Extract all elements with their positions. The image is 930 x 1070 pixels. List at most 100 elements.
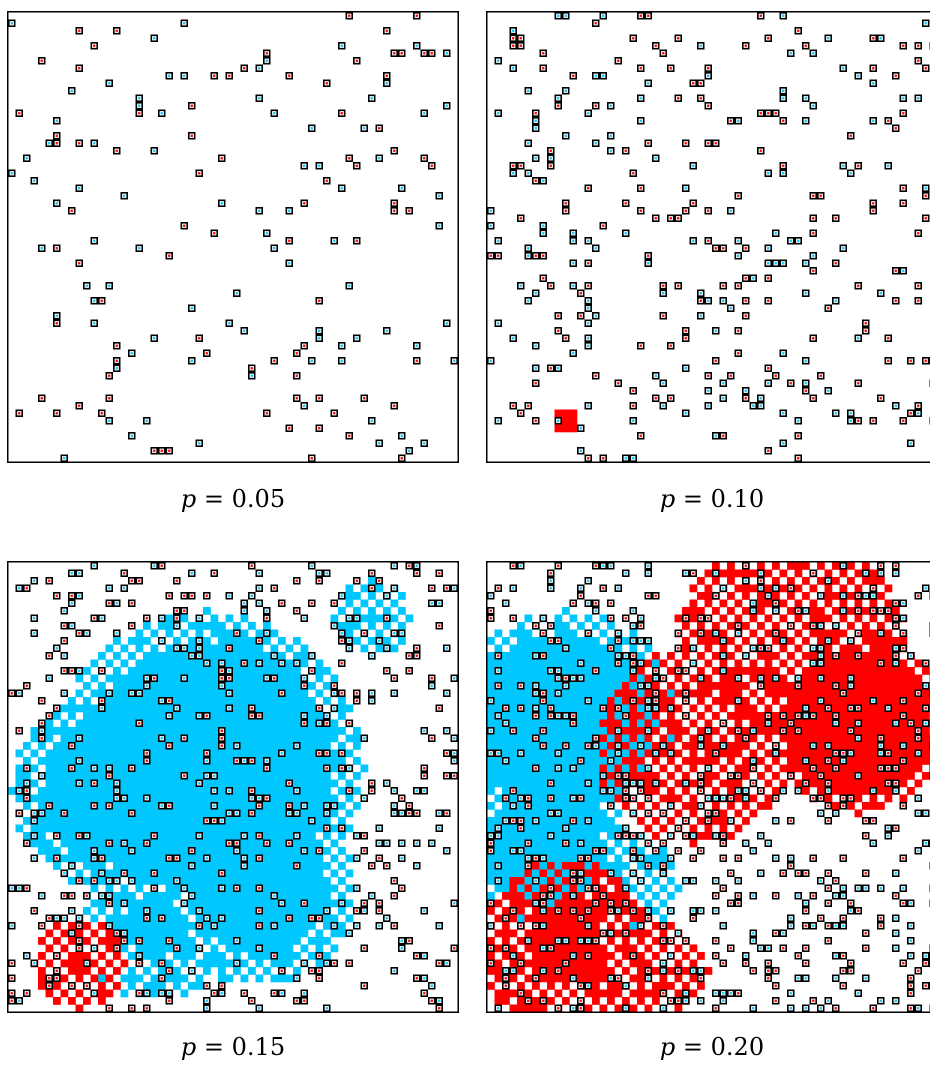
red-region-cell — [854, 764, 863, 773]
defect-site-icon — [749, 607, 757, 615]
defect-site-icon — [180, 734, 188, 742]
red-region-cell — [682, 727, 690, 735]
blue-region-cell — [368, 614, 376, 623]
red-region-cell — [704, 682, 713, 690]
red-region-cell — [877, 667, 885, 675]
red-region-cell — [659, 944, 668, 953]
defect-site-icon — [240, 862, 248, 870]
defect-site-icon — [383, 914, 391, 922]
blue-region-cell — [308, 742, 316, 750]
blue-region-cell — [128, 757, 136, 765]
blue-region-cell — [300, 824, 309, 833]
red-region-cell — [832, 802, 840, 810]
defect-site-icon — [584, 402, 592, 410]
blue-region-cell — [218, 779, 226, 788]
blue-region-cell — [120, 764, 129, 773]
blue-region-cell — [60, 802, 69, 810]
defect-site-icon — [158, 974, 166, 982]
defect-site-icon — [787, 379, 795, 387]
red-region-cell — [862, 682, 870, 690]
blue-region-cell — [113, 922, 121, 930]
red-region-cell — [869, 637, 878, 645]
defect-site-icon — [263, 757, 271, 765]
blue-region-cell — [105, 824, 114, 833]
blue-region-cell — [584, 644, 593, 653]
blue-region-cell — [218, 719, 226, 728]
blue-region-cell — [554, 787, 563, 795]
blue-region-cell — [225, 712, 234, 720]
defect-site-icon — [517, 817, 525, 825]
blue-region-cell — [584, 824, 593, 833]
red-region-cell — [53, 922, 61, 930]
red-region-cell — [832, 734, 840, 743]
blue-region-cell — [135, 854, 144, 863]
defect-site-icon — [922, 704, 930, 712]
blue-region-cell — [240, 794, 249, 803]
defect-site-icon — [704, 764, 712, 772]
defect-site-icon — [233, 839, 241, 847]
defect-site-icon — [607, 787, 615, 795]
red-region-cell — [817, 562, 825, 570]
defect-site-icon — [892, 569, 900, 577]
defect-site-icon — [210, 229, 218, 237]
red-region-cell — [854, 794, 863, 803]
defect-site-icon — [75, 922, 83, 930]
blue-region-cell — [90, 862, 99, 870]
blue-region-cell — [210, 727, 219, 735]
red-region-cell — [712, 802, 720, 810]
defect-site-icon — [802, 607, 810, 615]
red-region-cell — [689, 839, 698, 848]
defect-site-icon — [443, 809, 451, 817]
blue-region-cell — [240, 959, 249, 968]
blue-region-cell — [135, 629, 144, 638]
defect-site-icon — [203, 817, 211, 825]
red-region-cell — [794, 704, 803, 713]
blue-region-cell — [368, 607, 376, 615]
blue-region-cell — [278, 637, 286, 645]
defect-site-icon — [60, 869, 68, 877]
defect-site-icon — [629, 34, 637, 42]
blue-region-cell — [517, 622, 525, 630]
blue-region-cell — [195, 772, 204, 780]
defect-site-icon — [509, 34, 517, 42]
defect-site-icon — [450, 899, 458, 907]
red-region-cell — [719, 764, 728, 773]
defect-site-icon — [338, 899, 346, 907]
blue-region-cell — [539, 719, 548, 728]
red-region-cell — [907, 682, 915, 690]
defect-site-icon — [105, 764, 113, 772]
red-region-cell — [614, 989, 623, 998]
red-region-cell — [884, 674, 893, 683]
defect-site-icon — [742, 312, 750, 320]
red-region-cell — [712, 562, 720, 570]
red-region-cell — [674, 794, 683, 803]
defect-site-icon — [667, 802, 675, 810]
blue-region-cell — [180, 659, 189, 668]
blue-region-cell — [524, 614, 533, 623]
red-region-cell — [907, 787, 915, 795]
defect-site-icon — [435, 192, 443, 200]
defect-site-icon — [8, 884, 16, 892]
red-region-cell — [554, 959, 563, 968]
defect-site-icon — [210, 989, 218, 997]
red-region-cell — [772, 689, 780, 698]
blue-region-cell — [323, 952, 331, 960]
red-region-cell — [584, 914, 593, 923]
red-region-cell — [599, 1004, 608, 1013]
defect-site-icon — [368, 779, 376, 787]
blue-region-cell — [120, 787, 129, 795]
blue-region-cell — [195, 914, 204, 923]
defect-site-icon — [562, 132, 570, 140]
red-region-cell — [689, 974, 698, 983]
blue-region-cell — [308, 862, 316, 870]
blue-region-cell — [83, 877, 91, 885]
blue-region-cell — [547, 697, 555, 705]
defect-site-icon — [195, 169, 203, 177]
blue-region-cell — [263, 862, 271, 870]
blue-region-cell — [293, 637, 301, 645]
red-region-cell — [554, 884, 563, 893]
defect-site-icon — [764, 719, 772, 727]
defect-site-icon — [832, 749, 840, 757]
defect-site-icon — [629, 387, 637, 395]
defect-site-icon — [53, 644, 61, 652]
